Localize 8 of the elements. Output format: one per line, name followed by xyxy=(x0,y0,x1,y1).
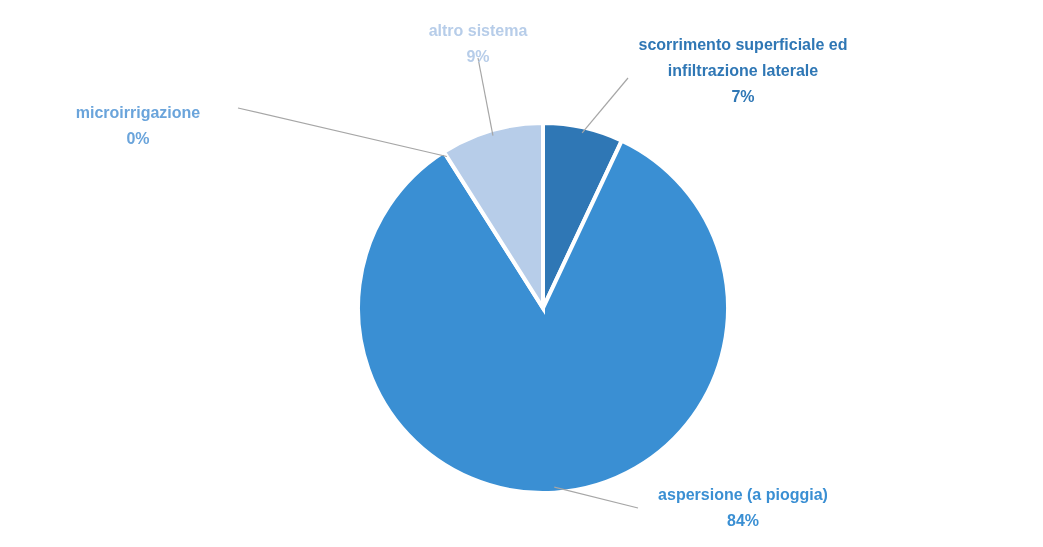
data-label: 84% xyxy=(726,512,760,529)
slice-label: scorrimento superficiale ed infiltrazione laterale xyxy=(638,36,848,79)
slice-label: altro sistema xyxy=(428,22,528,39)
slice-label: aspersione (a pioggia) xyxy=(658,486,828,503)
text: 0% xyxy=(126,130,150,147)
data-label: 7% xyxy=(731,88,755,105)
category-label: microirrigazione xyxy=(75,104,201,121)
data-label: 9% xyxy=(466,48,490,65)
